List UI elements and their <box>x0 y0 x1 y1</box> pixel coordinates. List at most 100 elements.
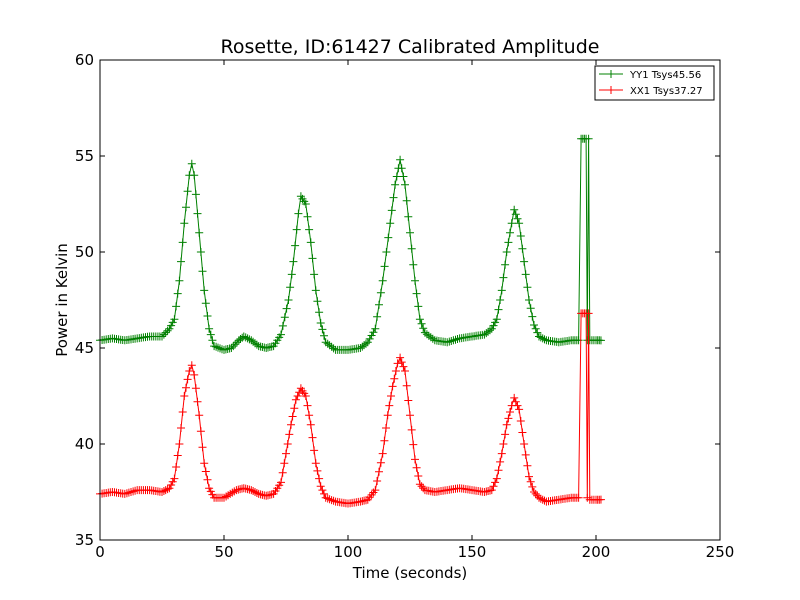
data-point <box>200 286 209 295</box>
data-point <box>596 495 605 504</box>
data-point <box>520 440 529 448</box>
data-point <box>533 328 542 337</box>
data-point <box>371 324 380 333</box>
data-point <box>382 248 391 256</box>
data-point <box>584 134 593 143</box>
data-point <box>289 257 298 266</box>
data-point <box>516 417 525 425</box>
data-point <box>492 474 501 483</box>
data-point <box>161 328 170 337</box>
data-point <box>513 401 522 410</box>
data-point <box>175 440 184 448</box>
data-point <box>280 313 289 322</box>
data-point <box>515 219 524 228</box>
data-point <box>205 324 214 333</box>
data-point <box>212 342 221 351</box>
x-tick-label: 0 <box>95 543 105 561</box>
data-point <box>502 420 511 429</box>
data-point <box>428 334 437 343</box>
data-point <box>491 318 500 327</box>
data-point <box>158 488 166 496</box>
data-point <box>389 193 398 202</box>
data-point <box>280 459 289 468</box>
data-point <box>306 238 315 247</box>
x-tick-label: 200 <box>582 543 611 561</box>
data-point <box>414 302 423 311</box>
data-point <box>401 367 409 375</box>
data-point <box>491 478 500 487</box>
data-point <box>417 319 426 328</box>
data-point <box>487 486 496 495</box>
data-point <box>531 489 540 498</box>
data-point <box>536 494 545 503</box>
data-point <box>387 206 396 215</box>
data-point <box>523 461 532 470</box>
data-point <box>380 262 389 271</box>
data-point <box>417 482 426 491</box>
data-point <box>316 482 325 491</box>
legend-marker-0 <box>607 70 615 78</box>
data-point <box>391 180 400 189</box>
data-point <box>530 488 538 496</box>
data-point <box>305 225 314 234</box>
data-point <box>327 496 336 505</box>
data-point <box>167 321 176 330</box>
data-point <box>163 326 172 335</box>
data-point <box>373 477 382 485</box>
data-point <box>210 342 219 351</box>
data-point <box>451 335 460 344</box>
data-point <box>291 395 300 404</box>
data-point <box>288 412 297 421</box>
data-point <box>301 392 310 400</box>
data-point <box>295 388 304 397</box>
data-point <box>315 474 324 483</box>
data-point <box>159 487 168 495</box>
data-point <box>287 420 295 429</box>
legend-marker-1 <box>607 86 615 94</box>
data-point <box>165 324 174 333</box>
data-point <box>388 382 397 391</box>
data-point <box>535 493 543 502</box>
y-tick-label: 55 <box>75 147 94 165</box>
legend: YY1 Tsys45.56 XX1 Tsys37.27 <box>594 65 715 101</box>
data-point <box>178 408 187 416</box>
data-point <box>182 203 190 212</box>
data-point <box>384 233 393 242</box>
data-point <box>124 488 133 497</box>
data-point <box>170 474 179 483</box>
data-point <box>227 344 236 352</box>
data-point <box>286 283 295 292</box>
data-point <box>501 260 510 269</box>
data-point <box>127 488 135 496</box>
data-point <box>501 430 510 439</box>
x-tick-label: 150 <box>458 543 487 561</box>
data-point <box>415 480 424 489</box>
data-point <box>206 330 215 339</box>
data-point <box>409 260 418 269</box>
data-point <box>419 324 428 333</box>
data-point <box>447 337 456 345</box>
data-point <box>584 309 593 318</box>
data-point <box>220 493 228 502</box>
data-point <box>196 248 205 256</box>
data-point <box>193 209 202 218</box>
data-point <box>411 276 419 285</box>
data-point <box>313 466 322 475</box>
data-point <box>530 321 538 329</box>
data-point <box>249 487 258 495</box>
legend-box <box>594 65 715 101</box>
data-point <box>283 440 292 448</box>
data-point <box>538 495 547 504</box>
data-point <box>168 477 177 486</box>
data-point <box>173 451 182 460</box>
data-point <box>393 359 402 368</box>
data-point <box>376 458 385 467</box>
data-point <box>516 232 525 240</box>
data-point <box>362 339 370 348</box>
data-point <box>183 375 192 384</box>
series-markers-0 <box>96 134 605 354</box>
data-point <box>496 457 505 466</box>
data-point <box>178 238 187 247</box>
data-point <box>321 493 330 502</box>
data-point <box>396 353 405 362</box>
